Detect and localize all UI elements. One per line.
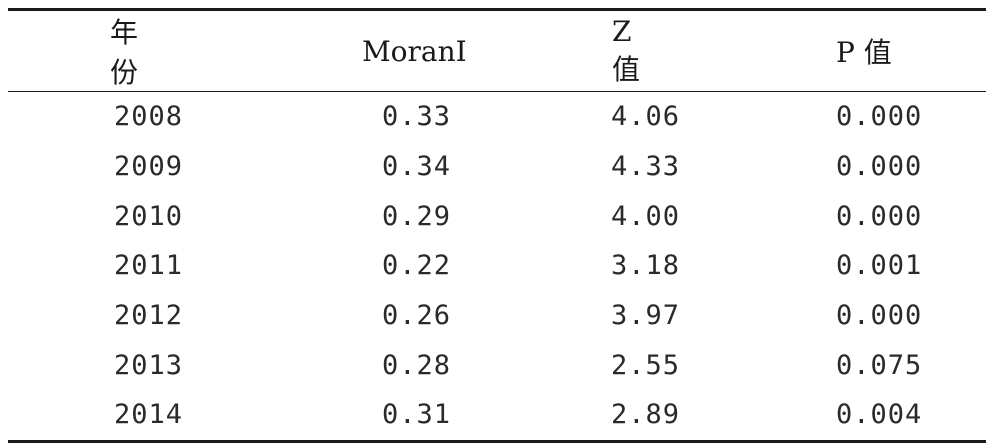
cell-year: 2009 [114, 151, 184, 183]
cell-z-value: 2.55 [611, 349, 681, 381]
cell-z-value: 3.97 [611, 300, 681, 332]
table-row: 2010 0.29 4.00 0.000 [8, 191, 986, 241]
table-row: 2013 0.28 2.55 0.075 [8, 340, 986, 390]
cell-moran-i: 0.22 [382, 250, 452, 282]
table-row: 2011 0.22 3.18 0.001 [8, 241, 986, 291]
header-moran-i: MoranI [362, 34, 467, 68]
cell-moran-i: 0.28 [382, 349, 452, 381]
table-header-row: 年份 MoranI Z 值 P 值 [8, 9, 986, 92]
cell-z-value: 4.33 [611, 151, 681, 183]
cell-z-value: 3.18 [611, 250, 681, 282]
header-year: 年份 [110, 16, 139, 89]
moran-table-container: 年份 MoranI Z 值 P 值 2008 0.33 4.06 0.000 2… [8, 8, 986, 443]
moran-index-table: 年份 MoranI Z 值 P 值 2008 0.33 4.06 0.000 2… [8, 8, 986, 443]
cell-moran-i: 0.33 [382, 101, 452, 133]
header-p-value: P 值 [836, 36, 892, 69]
cell-p-value: 0.000 [836, 200, 923, 232]
cell-year: 2013 [114, 349, 184, 381]
table-row: 2009 0.34 4.33 0.000 [8, 142, 986, 192]
header-z-value: Z 值 [612, 14, 641, 86]
cell-p-value: 0.075 [836, 349, 923, 381]
cell-p-value: 0.000 [836, 151, 923, 183]
table-row: 2008 0.33 4.06 0.000 [8, 92, 986, 142]
cell-year: 2012 [114, 300, 184, 332]
table-row: 2012 0.26 3.97 0.000 [8, 291, 986, 341]
cell-year: 2010 [114, 200, 184, 232]
cell-year: 2011 [114, 250, 184, 282]
cell-p-value: 0.000 [836, 300, 923, 332]
cell-z-value: 4.06 [611, 101, 681, 133]
cell-z-value: 4.00 [611, 200, 681, 232]
cell-year: 2008 [114, 101, 184, 133]
cell-moran-i: 0.34 [382, 151, 452, 183]
cell-p-value: 0.001 [836, 250, 923, 282]
cell-moran-i: 0.29 [382, 200, 452, 232]
cell-p-value: 0.000 [836, 101, 923, 133]
cell-moran-i: 0.26 [382, 300, 452, 332]
